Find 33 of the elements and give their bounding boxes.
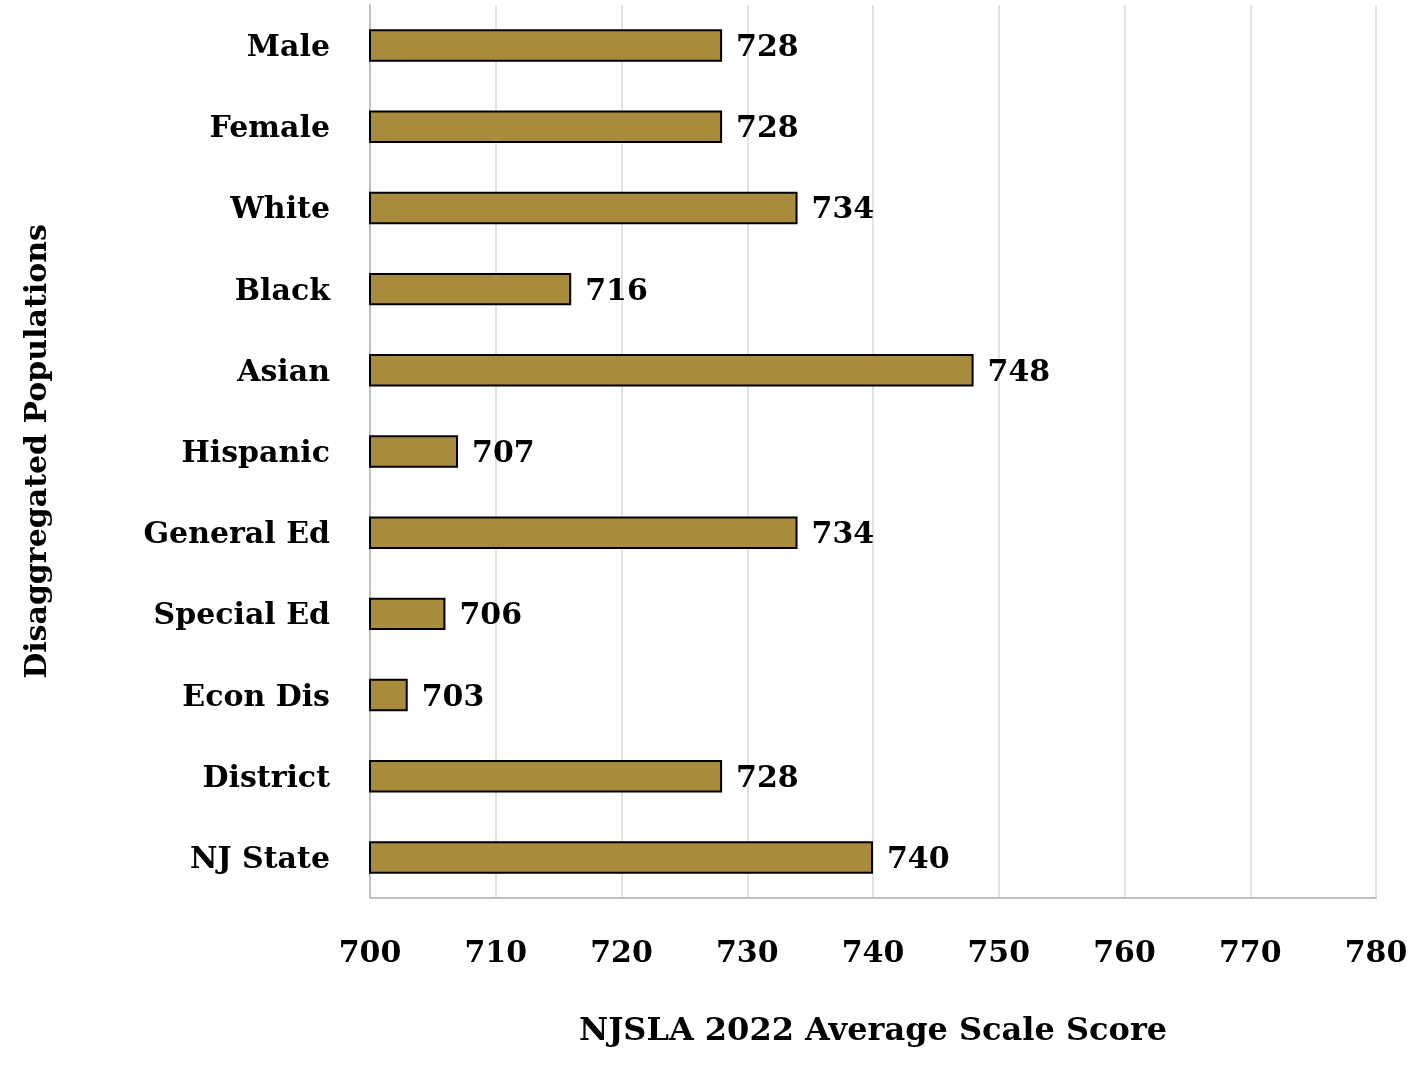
data-label: 748 <box>987 352 1051 388</box>
y-tick-label: Black <box>234 271 332 307</box>
data-label: 734 <box>811 515 875 551</box>
y-tick-label: NJ State <box>190 839 330 875</box>
y-axis-title: Disaggregated Populations <box>17 224 53 679</box>
y-tick-label: Econ Dis <box>182 677 330 713</box>
x-tick-label: 700 <box>338 933 402 969</box>
x-tick-label: 750 <box>967 933 1031 969</box>
data-label: 728 <box>736 109 799 145</box>
y-tick-label: Male <box>246 28 330 64</box>
y-tick-label: White <box>229 190 330 226</box>
y-tick-label: Special Ed <box>153 596 331 632</box>
y-tick-label: Female <box>209 109 330 145</box>
data-label: 728 <box>736 28 799 64</box>
x-tick-label: 760 <box>1093 933 1156 969</box>
x-tick-label: 710 <box>464 933 528 969</box>
y-tick-label: General Ed <box>143 515 331 551</box>
data-label: 706 <box>459 596 523 632</box>
data-label: 740 <box>887 839 950 875</box>
data-label: 716 <box>585 271 648 307</box>
y-tick-label: Hispanic <box>181 434 330 469</box>
x-tick-label: 730 <box>715 933 779 969</box>
data-label: 703 <box>421 677 485 713</box>
y-tick-label: Asian <box>236 352 331 388</box>
data-label: 734 <box>811 190 875 226</box>
y-tick-label: District <box>202 758 331 794</box>
x-axis-title: NJSLA 2022 Average Scale Score <box>578 1010 1168 1048</box>
x-tick-label: 720 <box>590 933 653 969</box>
x-tick-label: 740 <box>841 933 905 969</box>
x-tick-label: 770 <box>1218 933 1282 969</box>
data-label: 728 <box>736 758 799 794</box>
x-tick-label: 780 <box>1344 933 1408 969</box>
data-label: 707 <box>472 434 535 469</box>
